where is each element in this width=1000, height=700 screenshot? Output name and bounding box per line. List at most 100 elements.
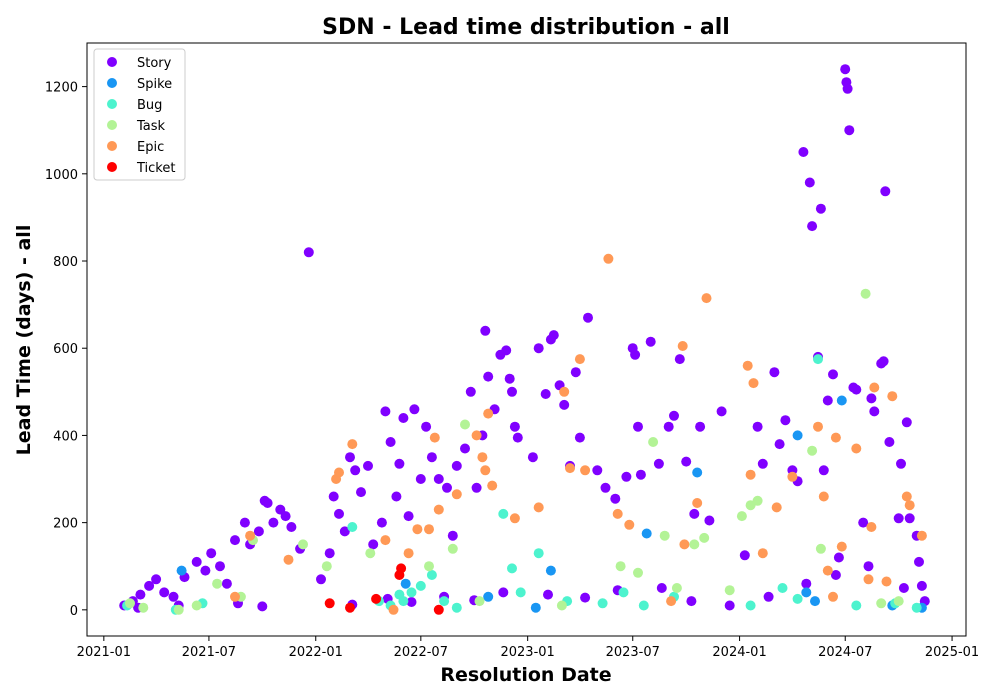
data-point-story <box>858 517 869 528</box>
data-point-ticket <box>433 604 444 615</box>
data-point-epic <box>866 522 877 532</box>
data-point-story <box>221 578 232 589</box>
y-tick-label: 800 <box>53 255 78 270</box>
data-point-story <box>191 556 202 567</box>
data-point-epic <box>757 548 768 559</box>
data-point-task <box>125 598 135 609</box>
data-point-bug <box>911 602 922 613</box>
data-point-story <box>804 177 815 188</box>
data-point-story <box>540 389 551 399</box>
data-point-story <box>151 574 162 585</box>
data-point-story <box>681 456 692 467</box>
data-point-story <box>363 460 373 471</box>
data-point-story <box>769 367 780 378</box>
data-point-story <box>394 458 405 469</box>
data-point-epic <box>574 354 585 365</box>
x-tick-label: 2021-07 <box>182 645 236 660</box>
data-point-story <box>633 421 643 432</box>
data-point-story <box>610 493 621 504</box>
data-point-bug <box>618 587 629 598</box>
data-point-task <box>648 437 659 447</box>
data-point-epic <box>429 432 440 443</box>
data-point-story <box>763 591 774 602</box>
data-points <box>119 64 930 615</box>
data-point-story <box>653 458 664 469</box>
legend-label-epic: Epic <box>137 140 164 155</box>
data-point-task <box>689 539 700 550</box>
data-point-epic <box>565 463 575 474</box>
data-point-epic <box>830 432 841 443</box>
data-point-bug <box>398 596 409 607</box>
data-point-story <box>460 443 470 454</box>
data-point-story <box>880 186 891 197</box>
data-point-story <box>752 421 763 432</box>
data-point-story <box>774 439 785 450</box>
data-point-spike <box>692 467 703 478</box>
data-point-story <box>656 583 667 593</box>
data-point-epic <box>283 554 294 565</box>
data-point-epic <box>471 430 482 441</box>
data-point-epic <box>559 386 570 397</box>
data-point-epic <box>863 574 874 585</box>
legend-label-story: Story <box>137 56 172 71</box>
data-point-epic <box>433 504 444 515</box>
data-point-story <box>904 513 915 524</box>
y-tick-label: 0 <box>70 604 78 619</box>
data-point-story <box>798 147 809 157</box>
data-point-story <box>257 601 268 612</box>
legend-label-ticket: Ticket <box>136 161 175 176</box>
data-point-task <box>876 598 887 609</box>
data-point-story <box>345 452 355 463</box>
data-point-story <box>230 535 240 546</box>
data-point-story <box>385 437 396 447</box>
data-point-epic <box>380 535 391 546</box>
data-point-epic <box>603 253 614 264</box>
data-point-task <box>556 600 567 611</box>
data-point-spike <box>792 430 803 441</box>
data-point-ticket <box>396 563 407 574</box>
data-point-task <box>447 543 458 554</box>
data-point-story <box>527 452 538 463</box>
data-point-story <box>580 592 591 603</box>
data-point-story <box>863 561 874 572</box>
data-point-story <box>807 221 818 232</box>
data-point-epic <box>881 576 892 587</box>
data-point-bug <box>777 583 788 593</box>
data-point-task <box>191 600 202 611</box>
data-point-epic <box>828 591 838 602</box>
x-axis-ticks: 2021-01 2021-07 2022-01 2022-07 2023-01 2023-… <box>77 636 979 660</box>
data-point-story <box>507 386 517 397</box>
data-point-epic <box>851 443 862 454</box>
data-point-epic <box>624 519 635 530</box>
data-point-task <box>736 511 747 522</box>
data-point-story <box>878 356 889 367</box>
data-point-task <box>138 602 149 613</box>
data-point-epic <box>230 591 240 602</box>
data-point-story <box>328 491 339 502</box>
y-axis-label: Lead Time (days) - all <box>13 225 35 456</box>
data-point-epic <box>818 491 829 502</box>
data-point-story <box>559 399 570 410</box>
data-point-story <box>663 421 674 432</box>
data-point-epic <box>487 480 498 491</box>
data-point-story <box>324 548 335 559</box>
data-point-spike <box>176 565 187 576</box>
data-point-story <box>583 312 593 323</box>
data-point-epic <box>347 439 358 450</box>
data-point-bug <box>597 598 608 609</box>
data-point-bug <box>638 600 649 611</box>
data-point-bug <box>851 600 862 611</box>
data-point-story <box>851 384 862 395</box>
data-point-story <box>842 83 853 94</box>
data-point-bug <box>507 563 517 574</box>
data-point-story <box>689 508 700 519</box>
data-point-story <box>669 410 679 421</box>
data-point-story <box>822 395 833 406</box>
data-point-story <box>621 471 632 482</box>
data-point-epic <box>869 382 880 393</box>
data-point-story <box>135 589 146 600</box>
data-point-story <box>757 458 768 469</box>
data-point-epic <box>836 541 847 552</box>
legend-marker-story <box>107 57 117 67</box>
data-point-story <box>480 325 491 336</box>
